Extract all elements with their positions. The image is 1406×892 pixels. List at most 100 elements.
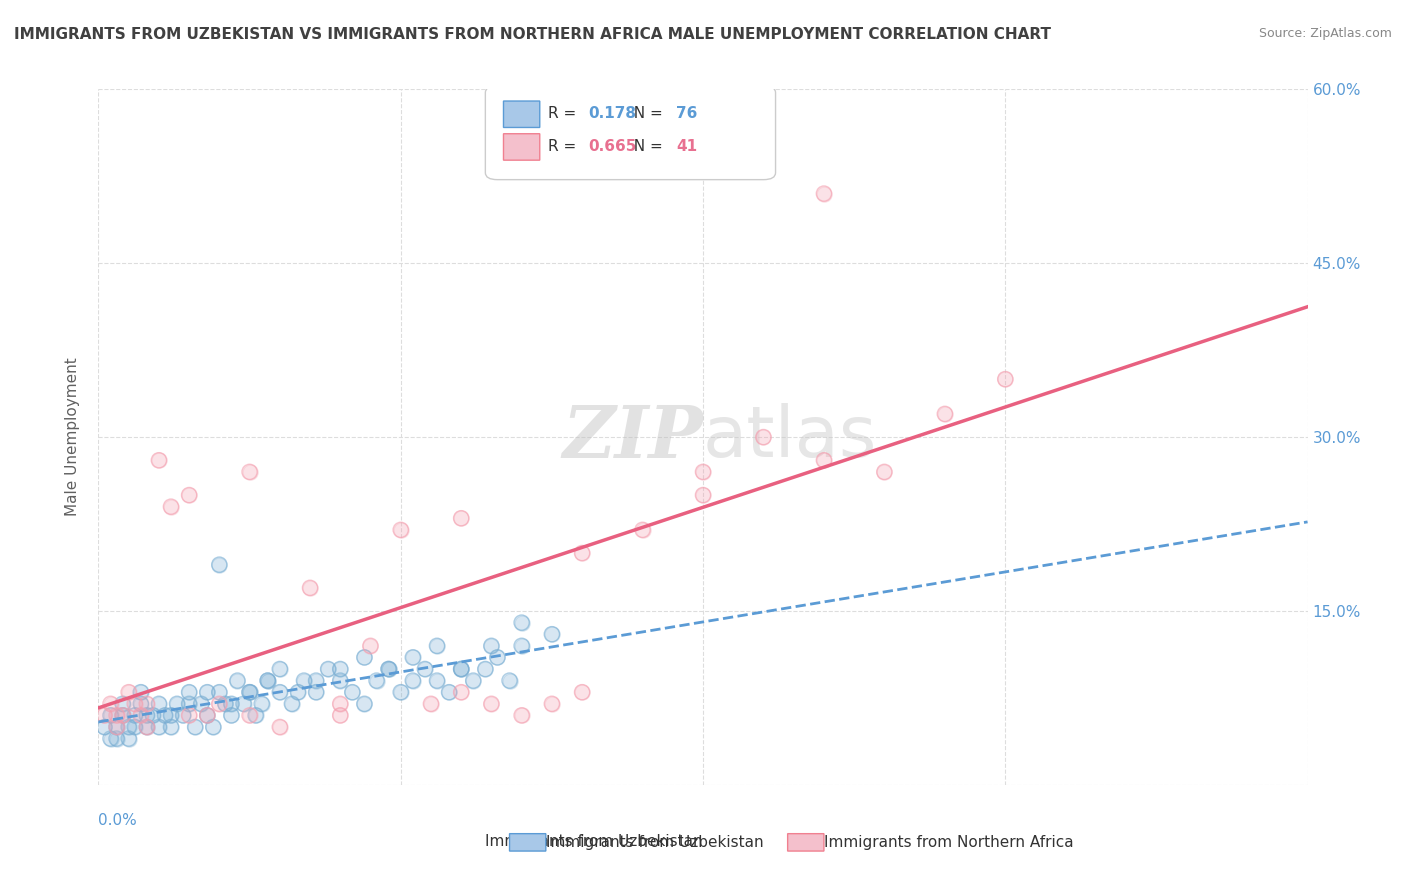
Point [426,639,449,653]
Point [214,697,236,711]
Point [195,708,218,723]
Point [366,673,388,688]
Point [571,685,593,699]
Point [873,465,896,479]
Point [329,673,352,688]
Point [813,453,835,467]
Point [190,697,212,711]
Point [153,708,176,723]
Point [360,639,382,653]
Text: N =: N = [624,106,668,121]
Point [172,708,194,723]
Point [105,708,128,723]
Point [208,697,231,711]
Point [481,697,503,711]
Point [179,697,201,711]
Point [179,488,201,502]
Point [208,685,231,699]
Point [239,685,262,699]
Point [692,465,714,479]
Point [202,720,225,734]
Point [250,697,273,711]
Point [250,697,273,711]
Point [93,708,115,723]
Point [269,685,291,699]
Point [287,685,309,699]
Point [208,685,231,699]
Point [474,662,496,676]
Point [299,581,322,595]
Point [124,720,146,734]
Point [184,720,207,734]
FancyBboxPatch shape [485,86,776,179]
Point [195,685,218,699]
Point [93,720,115,734]
Point [281,697,304,711]
Point [195,708,218,723]
Point [420,697,443,711]
Point [118,685,141,699]
Point [190,697,212,711]
Point [752,430,775,444]
Point [221,697,243,711]
Point [111,708,134,723]
Point [450,662,472,676]
Text: IMMIGRANTS FROM UZBEKISTAN VS IMMIGRANTS FROM NORTHERN AFRICA MALE UNEMPLOYMENT : IMMIGRANTS FROM UZBEKISTAN VS IMMIGRANTS… [14,27,1052,42]
Point [329,708,352,723]
Point [100,697,122,711]
Point [160,500,183,514]
Point [148,720,170,734]
Point [166,697,188,711]
Point [389,685,412,699]
Point [389,523,412,537]
Text: 76: 76 [676,106,697,121]
Point [93,708,115,723]
Point [214,697,236,711]
Point [226,673,249,688]
Point [540,697,562,711]
Point [481,697,503,711]
Point [360,639,382,653]
Point [148,697,170,711]
Point [160,500,183,514]
Point [631,523,654,537]
Point [305,685,328,699]
Point [239,465,262,479]
Point [510,708,533,723]
Point [232,697,254,711]
Point [377,662,399,676]
Point [437,685,460,699]
Point [540,697,562,711]
Point [118,731,141,746]
Point [329,697,352,711]
Point [135,720,157,734]
Point [692,488,714,502]
Point [287,685,309,699]
Point [420,697,443,711]
Point [873,465,896,479]
Point [540,627,562,641]
Point [426,673,449,688]
Point [179,708,201,723]
Point [934,407,956,421]
Point [105,720,128,734]
Point [994,372,1017,386]
Point [269,720,291,734]
Point [366,673,388,688]
Point [752,430,775,444]
Point [105,720,128,734]
Point [329,697,352,711]
Point [118,685,141,699]
Point [353,650,375,665]
Point [292,673,315,688]
Point [934,407,956,421]
FancyBboxPatch shape [787,834,824,851]
Point [148,697,170,711]
Point [142,708,165,723]
Point [135,708,157,723]
Point [571,685,593,699]
Point [118,720,141,734]
Point [342,685,364,699]
Point [124,708,146,723]
Point [245,708,267,723]
